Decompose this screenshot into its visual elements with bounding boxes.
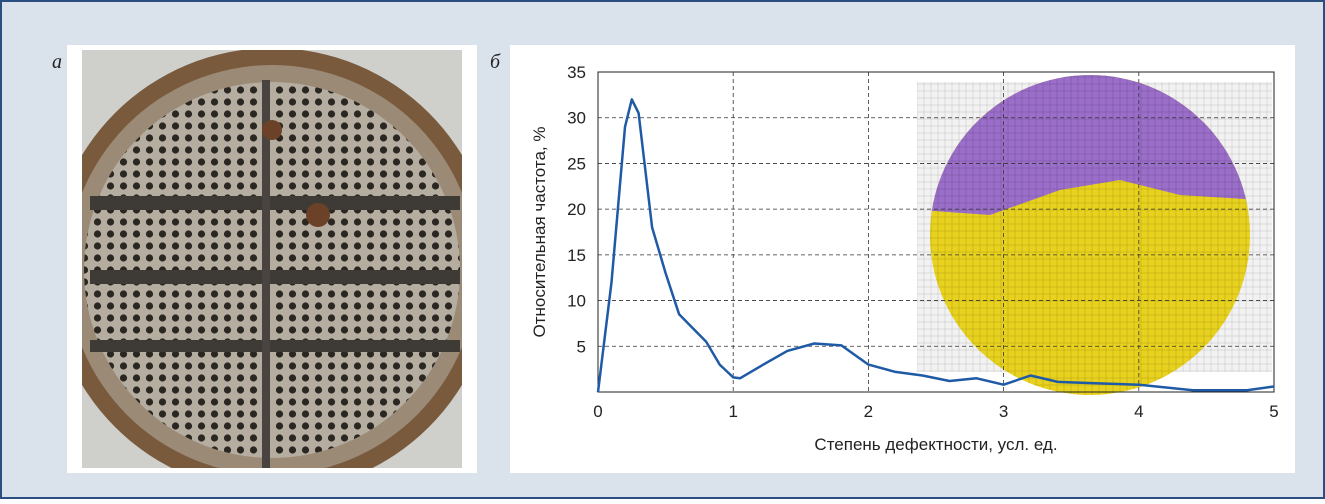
x-tick-label: 0 [593, 402, 602, 421]
y-tick-label: 25 [567, 154, 586, 173]
figure: а б 5 10 15 20 25 30 35 0 1 2 3 4 5 Степень дефектнос… [0, 0, 1325, 499]
photo [50, 48, 494, 492]
y-tick-label: 5 [577, 337, 586, 356]
inset-map [917, 75, 1272, 405]
y-tick-label: 35 [567, 63, 586, 82]
y-tick-label: 10 [567, 292, 586, 311]
y-axis-label: Относительная частота, % [530, 127, 549, 338]
x-tick-label: 5 [1269, 402, 1278, 421]
y-tick-label: 20 [567, 200, 586, 219]
panel-label: а [52, 51, 62, 73]
x-tick-label: 2 [864, 402, 873, 421]
x-tick-label: 3 [999, 402, 1008, 421]
x-tick-label: 1 [728, 402, 737, 421]
panel-label: б [490, 51, 501, 73]
y-tick-label: 15 [567, 246, 586, 265]
x-tick-label: 4 [1134, 402, 1143, 421]
y-tick-label: 30 [567, 109, 586, 128]
x-axis-label: Степень дефектности, усл. ед. [814, 435, 1057, 454]
